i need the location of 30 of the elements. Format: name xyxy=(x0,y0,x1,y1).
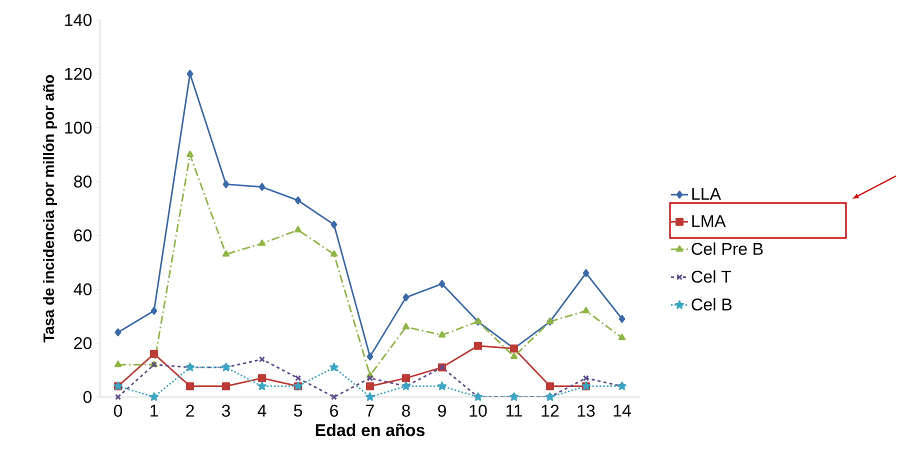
legend-label: Cel T xyxy=(692,270,732,283)
x-axis-title: Edad en años xyxy=(316,424,425,436)
legend-label: LLA xyxy=(692,188,722,200)
y-tick-label: 140 xyxy=(65,14,92,26)
x-tick-label: 14 xyxy=(614,404,631,416)
x-tick-label: 5 xyxy=(294,404,302,417)
x-tick-label: 1 xyxy=(150,404,158,416)
y-axis-title: Tasa de incidencia por millón por año xyxy=(42,75,57,342)
legend-label: Cel B xyxy=(692,298,732,311)
y-tick-label: 20 xyxy=(74,337,92,350)
y-tick-label: 40 xyxy=(74,283,92,296)
y-tick-label: 60 xyxy=(74,229,92,242)
y-tick-label: 0 xyxy=(83,390,92,404)
x-tick-label: 7 xyxy=(366,404,374,416)
y-tick-label: 120 xyxy=(65,68,92,80)
x-tick-label: 3 xyxy=(222,404,230,417)
legend-label: LMA xyxy=(692,215,726,227)
x-tick-label: 10 xyxy=(470,404,487,417)
x-tick-label: 6 xyxy=(330,404,338,417)
x-tick-label: 4 xyxy=(258,404,266,416)
x-tick-label: 12 xyxy=(542,404,559,417)
x-tick-label: 2 xyxy=(186,404,194,417)
x-tick-label: 13 xyxy=(578,404,595,417)
x-tick-label: 8 xyxy=(402,404,410,417)
x-tick-label: 11 xyxy=(506,404,522,416)
x-tick-label: 0 xyxy=(114,404,122,417)
x-tick-label: 9 xyxy=(438,404,446,417)
y-tick-label: 80 xyxy=(74,176,92,188)
y-tick-label: 100 xyxy=(65,122,92,134)
legend-label: Cel Pre B xyxy=(692,242,763,255)
